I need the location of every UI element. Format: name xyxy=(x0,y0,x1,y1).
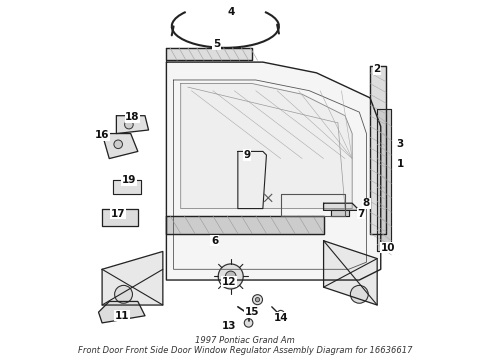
Polygon shape xyxy=(167,48,252,60)
Text: 1997 Pontiac Grand Am
Front Door Front Side Door Window Regulator Assembly Diagr: 1997 Pontiac Grand Am Front Door Front S… xyxy=(78,336,412,355)
Text: 13: 13 xyxy=(221,321,236,332)
Text: 8: 8 xyxy=(363,198,370,208)
Text: 2: 2 xyxy=(373,64,381,74)
Text: 14: 14 xyxy=(273,312,288,323)
Polygon shape xyxy=(370,66,386,234)
Circle shape xyxy=(245,319,253,327)
Polygon shape xyxy=(323,203,359,210)
Text: 6: 6 xyxy=(211,236,218,246)
Polygon shape xyxy=(98,301,145,323)
Text: 19: 19 xyxy=(122,175,136,185)
Text: 1: 1 xyxy=(397,159,404,169)
Polygon shape xyxy=(117,116,148,134)
Text: 17: 17 xyxy=(111,209,125,219)
Polygon shape xyxy=(113,180,142,194)
Polygon shape xyxy=(323,241,377,305)
Text: 15: 15 xyxy=(245,307,259,317)
Text: 10: 10 xyxy=(381,243,395,253)
Polygon shape xyxy=(167,62,381,280)
Circle shape xyxy=(255,297,260,302)
Circle shape xyxy=(225,271,236,282)
Polygon shape xyxy=(102,251,163,305)
Circle shape xyxy=(115,285,132,303)
Text: 5: 5 xyxy=(213,39,220,49)
Polygon shape xyxy=(377,109,392,251)
Text: 3: 3 xyxy=(397,139,404,149)
Polygon shape xyxy=(331,210,348,216)
Text: 11: 11 xyxy=(115,311,129,321)
Circle shape xyxy=(252,295,263,305)
Text: 12: 12 xyxy=(221,277,236,287)
Text: 16: 16 xyxy=(95,130,109,140)
Polygon shape xyxy=(181,84,352,208)
Polygon shape xyxy=(102,208,138,226)
Polygon shape xyxy=(102,134,138,158)
Text: 4: 4 xyxy=(227,7,234,17)
Circle shape xyxy=(218,264,243,289)
Circle shape xyxy=(124,120,133,129)
Polygon shape xyxy=(167,216,323,234)
Text: 9: 9 xyxy=(243,150,250,160)
Text: 7: 7 xyxy=(357,209,365,219)
Circle shape xyxy=(350,285,368,303)
Circle shape xyxy=(114,140,122,149)
Text: 18: 18 xyxy=(125,112,140,122)
